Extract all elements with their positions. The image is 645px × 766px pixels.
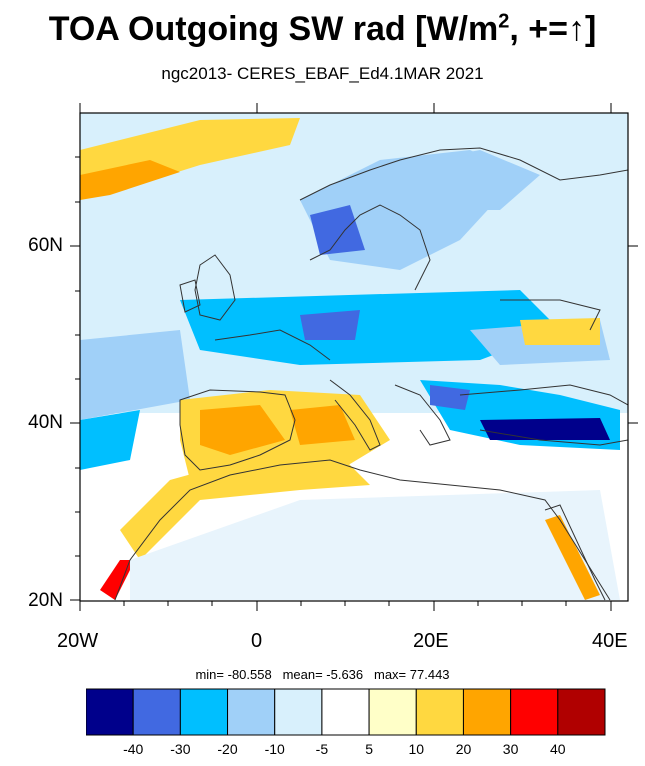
colorbar-box [462, 688, 512, 736]
lon-label-40e: 40E [592, 630, 628, 652]
colorbar-box [415, 688, 464, 736]
colorbar-label: 5 [365, 741, 373, 757]
page-title: TOA Outgoing SW rad [W/m2, +=↑] [48, 10, 597, 48]
lat-ticks [70, 156, 638, 601]
colorbar-box [368, 688, 417, 736]
central-europe-strong [300, 310, 360, 340]
colorbar-box [132, 688, 181, 736]
colorbar [86, 688, 606, 736]
atlantic-neg2 [80, 410, 140, 470]
colorbar-label: 30 [502, 741, 519, 757]
lon-label-0: 0 [251, 630, 263, 652]
colorbar-box [227, 688, 276, 736]
colorbar-box [557, 688, 606, 736]
map-frame [79, 112, 629, 602]
colorbar-label: 20 [455, 741, 472, 757]
greenland-strong [80, 160, 180, 200]
lon-label-20w: 20W [57, 630, 99, 652]
atlantic-neg [80, 330, 190, 420]
italy-strong [290, 405, 355, 445]
colorbar-label: -40 [123, 741, 144, 757]
turkey-strong [480, 418, 610, 440]
finland-neg [400, 150, 540, 210]
map-field [80, 113, 628, 601]
balkans-strong [430, 385, 470, 410]
colorbar-label: 40 [550, 741, 566, 757]
colorbar-box [510, 688, 559, 736]
nafrica-coast-pos [120, 455, 370, 560]
coastlines [114, 147, 628, 601]
colorbar-label: -5 [315, 741, 329, 757]
colorbar-box [274, 688, 323, 736]
colorbar-label: -10 [264, 741, 285, 757]
iberia-strong [200, 405, 285, 455]
stat-min: min= -80.558 [195, 667, 272, 682]
redsea-pos [545, 515, 600, 600]
colorbar-label: -20 [217, 741, 238, 757]
lon-ticks [79, 103, 612, 611]
central-europe-neg [180, 290, 560, 365]
lon-label-20e: 20E [413, 630, 449, 652]
lat-label-60n: 60N [28, 235, 63, 256]
colorbar-box [179, 688, 229, 736]
lat-label-20n: 20N [28, 590, 63, 611]
sahara-pale [130, 490, 620, 600]
stats-line: min= -80.558 mean= -5.636 max= 77.443 [0, 667, 645, 682]
colorbar-box [321, 688, 370, 736]
colorbar-box [86, 688, 134, 736]
colorbar-label: 10 [408, 741, 425, 757]
stat-max: max= 77.443 [374, 667, 450, 682]
colorbar-label: -30 [170, 741, 191, 757]
east-pos [520, 318, 600, 345]
norway-strong [310, 205, 365, 255]
subtitle: ngc2013- CERES_EBAF_Ed4.1MAR 2021 [161, 64, 484, 83]
lat-label-40n: 40N [28, 412, 63, 433]
stat-mean: mean= -5.636 [282, 667, 364, 682]
